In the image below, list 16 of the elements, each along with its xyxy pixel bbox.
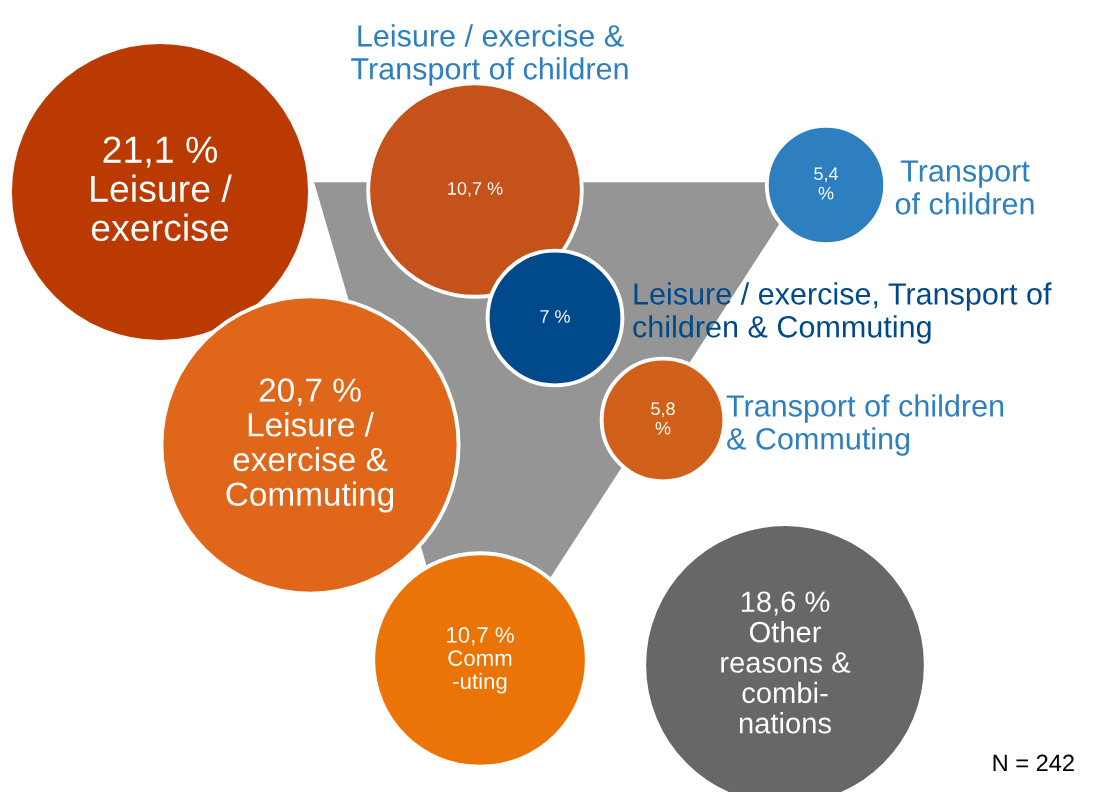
data-label: 5,8 %	[651, 402, 675, 435]
category-label: Transport of children	[895, 160, 1034, 215]
category-label: Leisure / exercise & Transport of children	[351, 24, 628, 86]
category-label: Leisure / exercise & Commuting	[226, 412, 394, 513]
category-label: Other reasons & combi- nations	[721, 621, 851, 734]
data-label: 21,1 %	[103, 136, 218, 168]
category-label: Leisure / exercise	[91, 174, 232, 242]
data-label: 7 %	[540, 310, 570, 323]
data-label: 20,7 %	[259, 378, 361, 406]
data-label: 18,6 %	[741, 591, 830, 616]
data-label: 10,7 %	[447, 627, 514, 646]
category-label: Comm -uting	[448, 650, 512, 694]
data-label: 10,7 %	[448, 182, 503, 197]
text: N = 242	[993, 754, 1074, 772]
data-label: 5,4 %	[814, 167, 839, 200]
category-label: Transport of children & Commuting	[726, 394, 1004, 456]
